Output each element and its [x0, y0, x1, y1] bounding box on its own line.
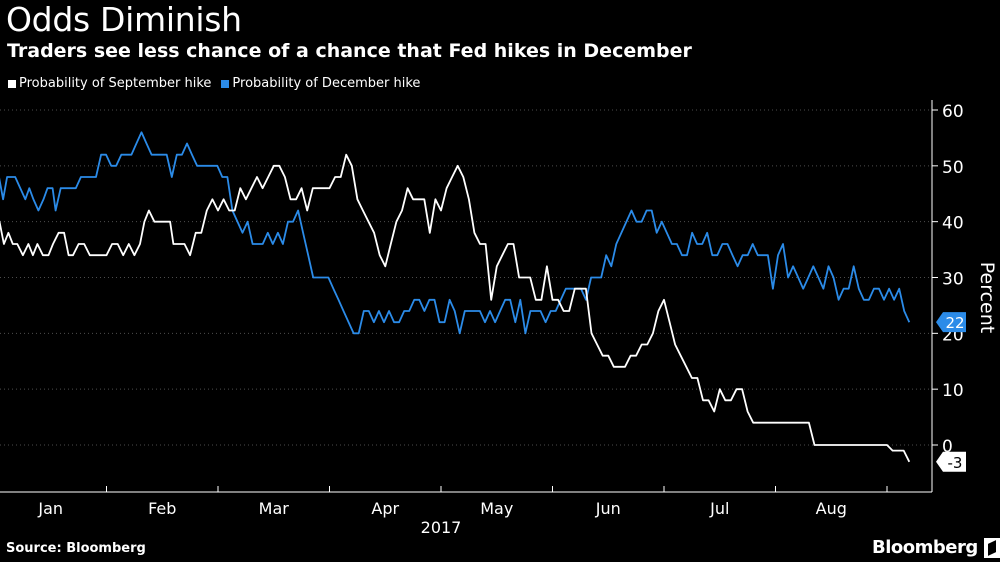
legend-label-september: Probability of September hike — [19, 76, 212, 91]
tick-label-x-feb: Feb — [148, 499, 176, 518]
tick-label-x-jun: Jun — [595, 499, 621, 518]
legend-item-december: Probability of December hike — [221, 75, 420, 93]
last-value-label-september: -3 — [948, 454, 963, 472]
tick-label-y-40: 40 — [942, 214, 964, 234]
last-value-flag-september — [936, 451, 966, 472]
brand-name: Bloomberg — [872, 537, 978, 558]
bloomberg-icon — [983, 538, 1000, 558]
last-value-label-december: 22 — [945, 314, 964, 332]
tick-label-y-50: 50 — [942, 158, 964, 178]
tick-label-x-jan: Jan — [37, 499, 63, 518]
series-line-december — [0, 131, 911, 335]
last-value-flag-december — [936, 312, 966, 333]
legend-swatch-september — [8, 80, 16, 88]
tick-label-x-jul: Jul — [709, 499, 729, 518]
tick-label-x-may: May — [480, 499, 513, 518]
legend-swatch-december — [221, 80, 230, 88]
chart-title: Odds Diminish — [6, 0, 242, 39]
series-line-september — [0, 153, 911, 463]
source-note: Source: Bloomberg — [6, 541, 146, 556]
tick-label-y-10: 10 — [942, 381, 964, 401]
y-axis-title: Percent — [976, 262, 998, 334]
tick-label-y-0: 0 — [942, 437, 953, 457]
x-axis-year-label: 2017 — [421, 518, 462, 537]
legend-label-december: Probability of December hike — [232, 76, 421, 91]
chart-subtitle: Traders see less chance of a chance that… — [7, 40, 692, 62]
legend-item-september: Probability of September hike — [8, 75, 211, 93]
tick-label-x-mar: Mar — [259, 499, 290, 518]
tick-label-x-aug: Aug — [816, 499, 847, 518]
brand-logo: Bloomberg — [872, 536, 1000, 560]
tick-label-y-30: 30 — [942, 270, 964, 290]
tick-label-y-60: 60 — [942, 102, 964, 122]
chart-legend: Probability of September hike Probabilit… — [8, 75, 430, 93]
tick-label-x-apr: Apr — [371, 499, 399, 518]
